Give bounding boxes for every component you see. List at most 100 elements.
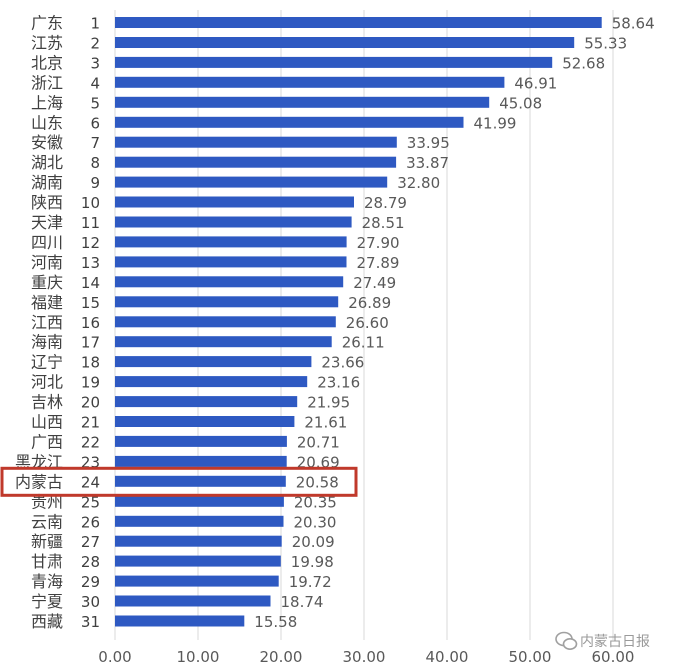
rank-label: 21 — [81, 414, 100, 432]
wechat-icon — [555, 631, 578, 650]
x-tick-label: 10.00 — [177, 648, 220, 666]
rank-label: 3 — [90, 54, 100, 72]
value-label: 55.33 — [584, 35, 627, 53]
value-label: 21.61 — [304, 414, 347, 432]
rank-label: 22 — [81, 433, 100, 451]
category-label: 江苏 — [31, 34, 63, 53]
category-label: 海南 — [31, 333, 63, 352]
category-label: 江西 — [31, 313, 63, 332]
bar — [115, 56, 553, 68]
category-label: 福建 — [31, 293, 63, 312]
value-label: 27.49 — [353, 274, 396, 292]
category-label: 陕西 — [31, 193, 63, 212]
bar — [115, 416, 295, 427]
value-label: 23.16 — [317, 374, 360, 392]
category-label: 重庆 — [31, 273, 63, 292]
category-label: 广东 — [31, 14, 63, 33]
highlight-box — [0, 466, 358, 497]
category-label: 辽宁 — [31, 353, 63, 372]
bar — [115, 555, 281, 567]
bar — [115, 196, 354, 208]
category-label: 青海 — [31, 572, 63, 591]
bar — [115, 76, 505, 88]
x-tick-label: 60.00 — [592, 648, 635, 666]
category-label: 河北 — [31, 373, 63, 392]
rank-label: 6 — [90, 114, 100, 132]
value-label: 26.60 — [346, 314, 389, 332]
value-label: 58.64 — [612, 15, 655, 33]
rank-label: 1 — [90, 15, 100, 33]
rank-label: 19 — [81, 374, 100, 392]
value-label: 23.66 — [321, 354, 364, 372]
bar — [115, 575, 279, 587]
rank-label: 11 — [81, 214, 100, 232]
watermark: 内蒙古日报 — [555, 631, 650, 650]
x-tick-label: 20.00 — [260, 648, 303, 666]
category-label: 贵州 — [31, 492, 63, 511]
value-label: 33.87 — [406, 154, 449, 172]
bar — [115, 475, 286, 487]
value-label: 21.95 — [307, 394, 350, 412]
category-label: 山西 — [31, 413, 63, 432]
category-label: 天津 — [31, 213, 63, 232]
labels: 广东 1 58.64 江苏 2 55.33 北京 3 52.68 浙江 4 46.91 上海 5 45.08… — [15, 14, 655, 632]
bar — [115, 296, 339, 308]
bar — [115, 376, 308, 388]
category-label: 四川 — [31, 233, 63, 252]
category-label: 吉林 — [31, 393, 63, 412]
bar — [115, 595, 271, 607]
rank-label: 27 — [81, 533, 100, 551]
value-label: 45.08 — [499, 94, 542, 112]
bar — [115, 615, 245, 627]
value-label: 20.09 — [292, 533, 335, 551]
rank-label: 30 — [81, 593, 100, 611]
category-label: 北京 — [31, 53, 63, 72]
rank-label: 8 — [90, 154, 100, 172]
category-label: 西藏 — [31, 612, 63, 631]
watermark-text: 内蒙古日报 — [580, 634, 650, 650]
x-tick-label: 0.00 — [98, 648, 131, 666]
x-tick-label: 40.00 — [426, 648, 469, 666]
bars — [115, 17, 602, 627]
category-label: 浙江 — [31, 73, 63, 92]
bar — [115, 136, 397, 148]
bar — [115, 396, 298, 408]
bar — [115, 116, 464, 128]
category-label: 广西 — [31, 432, 63, 451]
bar — [115, 455, 287, 467]
rank-label: 20 — [81, 394, 100, 412]
bar — [115, 276, 344, 288]
value-label: 28.51 — [362, 214, 405, 232]
bar — [115, 495, 284, 507]
rank-label: 9 — [90, 174, 100, 192]
category-label: 湖南 — [31, 173, 63, 192]
bar — [115, 535, 282, 547]
rank-label: 7 — [90, 134, 100, 152]
value-label: 18.74 — [281, 593, 324, 611]
x-tick-label: 30.00 — [343, 648, 386, 666]
rank-label: 17 — [81, 334, 100, 352]
category-label: 山东 — [31, 113, 63, 132]
category-label: 安徽 — [31, 133, 63, 152]
rank-label: 15 — [81, 294, 100, 312]
rank-label: 14 — [81, 274, 100, 292]
rank-label: 24 — [81, 473, 100, 491]
value-label: 52.68 — [562, 54, 605, 72]
bar — [115, 515, 284, 527]
value-label: 33.95 — [407, 134, 450, 152]
rank-label: 12 — [81, 234, 100, 252]
x-axis: 0.00 10.00 20.00 30.00 40.00 50.00 60.00 — [98, 648, 634, 666]
category-label: 内蒙古 — [15, 472, 63, 491]
bar — [115, 336, 332, 348]
category-label: 河南 — [31, 253, 63, 272]
category-label: 湖北 — [31, 153, 63, 172]
category-label: 新疆 — [31, 532, 63, 551]
bar — [115, 156, 397, 168]
bar — [115, 256, 347, 268]
bar — [115, 37, 575, 48]
rank-label: 28 — [81, 553, 100, 571]
rank-label: 13 — [81, 254, 100, 272]
category-label: 宁夏 — [31, 592, 63, 611]
value-label: 46.91 — [514, 74, 557, 92]
x-tick-label: 50.00 — [509, 648, 552, 666]
